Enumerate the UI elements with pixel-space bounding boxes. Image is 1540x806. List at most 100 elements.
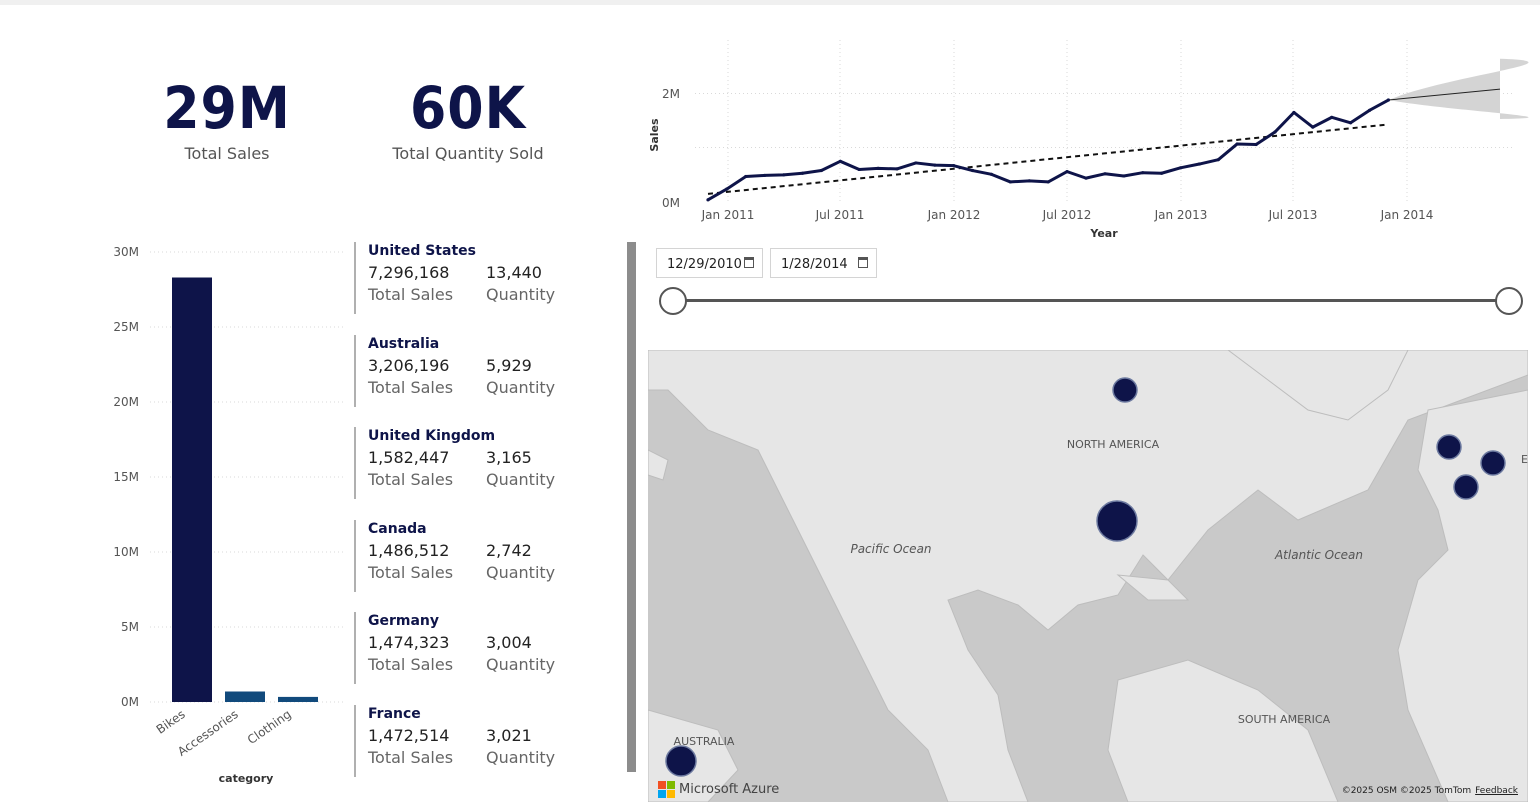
- brand-text: Microsoft Azure: [679, 782, 780, 797]
- sales-label: Total Sales: [368, 285, 454, 304]
- sales-label: Total Sales: [368, 748, 454, 767]
- country-card[interactable]: United Kingdom 1,582,447 Total Sales 3,165 Q…: [354, 427, 604, 499]
- y-tick: 15M: [113, 470, 139, 484]
- country-card[interactable]: Australia 3,206,196 Total Sales 5,929 Quanti…: [354, 335, 604, 407]
- data-point[interactable]: [1235, 142, 1239, 146]
- data-point[interactable]: [952, 164, 956, 168]
- data-point[interactable]: [800, 171, 805, 175]
- date-slider-track[interactable]: [674, 299, 1510, 302]
- x-axis-title: Year: [1089, 227, 1118, 240]
- bubble-france[interactable]: [1453, 474, 1479, 500]
- data-point[interactable]: [1141, 171, 1145, 175]
- country-card[interactable]: Germany 1,474,323 Total Sales 3,004 Quantity: [354, 612, 604, 684]
- kpi-total-sales: 29M Total Sales: [137, 78, 317, 163]
- start-date-value: 12/29/2010: [667, 257, 742, 272]
- y-axis-title: Sales: [648, 118, 661, 152]
- country-card[interactable]: United States 7,296,168 Total Sales 13,440 Q…: [354, 242, 604, 314]
- data-point[interactable]: [876, 166, 880, 170]
- bubble-australia[interactable]: [665, 745, 697, 777]
- start-date-field[interactable]: 12/29/2010: [656, 248, 763, 278]
- data-point[interactable]: [838, 159, 842, 163]
- forecast-line: [1388, 88, 1501, 101]
- label-north-america: NORTH AMERICA: [1067, 438, 1160, 451]
- data-point[interactable]: [1349, 121, 1353, 125]
- data-point[interactable]: [1254, 142, 1258, 147]
- date-slider-start-handle[interactable]: [659, 287, 687, 315]
- sales-value: 1,472,514: [368, 726, 450, 745]
- bubble-united-kingdom[interactable]: [1436, 434, 1462, 460]
- map-copyright: ©2025 OSM ©2025 TomTom Feedback: [1342, 786, 1518, 796]
- data-point[interactable]: [1103, 172, 1107, 176]
- data-point[interactable]: [914, 161, 918, 165]
- x-tick: Clothing: [245, 707, 294, 747]
- calendar-icon[interactable]: [858, 257, 868, 268]
- bubble-canada[interactable]: [1112, 377, 1138, 403]
- quantity-value: 13,440: [486, 263, 542, 282]
- bar-accessories[interactable]: [225, 691, 265, 703]
- data-point[interactable]: [706, 198, 710, 202]
- data-point[interactable]: [782, 173, 786, 177]
- data-point[interactable]: [895, 167, 899, 171]
- data-point[interactable]: [1160, 171, 1164, 175]
- y-tick: 0M: [121, 695, 139, 709]
- data-point[interactable]: [1311, 125, 1315, 129]
- y-tick: 5M: [121, 620, 139, 634]
- country-card[interactable]: Canada 1,486,512 Total Sales 2,742 Quantity: [354, 520, 604, 592]
- bubble-united-states[interactable]: [1096, 500, 1138, 542]
- bubble-germany[interactable]: [1480, 450, 1506, 476]
- x-tick: Jan 2013: [1154, 208, 1208, 222]
- trend-line: [707, 123, 1389, 195]
- end-date-value: 1/28/2014: [781, 257, 848, 272]
- sales-line-chart[interactable]: 2M 0M Sales Jan 2011 Jul 2011 Jan 2012 J…: [640, 35, 1530, 240]
- data-point[interactable]: [989, 172, 994, 176]
- data-point[interactable]: [1386, 98, 1390, 102]
- data-point[interactable]: [744, 174, 748, 179]
- data-point[interactable]: [971, 168, 975, 173]
- data-point[interactable]: [1084, 176, 1088, 180]
- data-point[interactable]: [725, 187, 729, 191]
- data-point[interactable]: [1178, 166, 1183, 170]
- data-point[interactable]: [1008, 180, 1012, 184]
- x-tick: Jan 2014: [1380, 208, 1434, 222]
- sales-map[interactable]: NORTH AMERICA SOUTH AMERICA AUSTRALIA Pa…: [648, 350, 1528, 802]
- y-tick-2m: 2M: [662, 87, 680, 101]
- data-point[interactable]: [1027, 179, 1031, 183]
- label-europe-cut: E: [1521, 453, 1528, 466]
- quantity-label: Quantity: [486, 563, 556, 582]
- data-point[interactable]: [1197, 162, 1201, 166]
- data-point[interactable]: [819, 168, 823, 173]
- data-point[interactable]: [1046, 180, 1050, 184]
- feedback-link[interactable]: Feedback: [1475, 786, 1518, 796]
- data-point[interactable]: [763, 173, 767, 178]
- data-point[interactable]: [1122, 174, 1126, 178]
- bar-bikes[interactable]: [172, 277, 212, 703]
- sales-series-line[interactable]: [707, 98, 1390, 202]
- sales-label: Total Sales: [368, 470, 454, 489]
- data-point[interactable]: [1292, 110, 1296, 115]
- sales-value: 7,296,168: [368, 263, 450, 282]
- quantity-label: Quantity: [486, 378, 556, 397]
- data-point[interactable]: [1216, 158, 1220, 162]
- date-slider-end-handle[interactable]: [1495, 287, 1523, 315]
- microsoft-azure-logo: Microsoft Azure: [658, 781, 779, 798]
- south-america-land: [1107, 659, 1339, 802]
- x-tick: Jan 2011: [701, 208, 755, 222]
- quantity-value: 3,021: [486, 726, 532, 745]
- kpi-label: Total Quantity Sold: [392, 144, 544, 163]
- bar-clothing[interactable]: [278, 696, 318, 702]
- sales-value: 1,582,447: [368, 448, 450, 467]
- scrollbar[interactable]: [627, 242, 636, 772]
- data-point[interactable]: [857, 167, 861, 172]
- map-canvas[interactable]: NORTH AMERICA SOUTH AMERICA AUSTRALIA Pa…: [648, 350, 1528, 802]
- end-date-field[interactable]: 1/28/2014: [770, 248, 877, 278]
- quantity-value: 3,165: [486, 448, 532, 467]
- data-point[interactable]: [1065, 170, 1069, 174]
- data-point[interactable]: [933, 163, 937, 167]
- data-point[interactable]: [1330, 115, 1334, 119]
- data-point[interactable]: [1367, 108, 1372, 112]
- country-card[interactable]: France 1,472,514 Total Sales 3,021 Quantity: [354, 705, 604, 777]
- x-tick: Jul 2012: [1042, 208, 1092, 222]
- data-point[interactable]: [1273, 130, 1277, 134]
- calendar-icon[interactable]: [744, 257, 754, 268]
